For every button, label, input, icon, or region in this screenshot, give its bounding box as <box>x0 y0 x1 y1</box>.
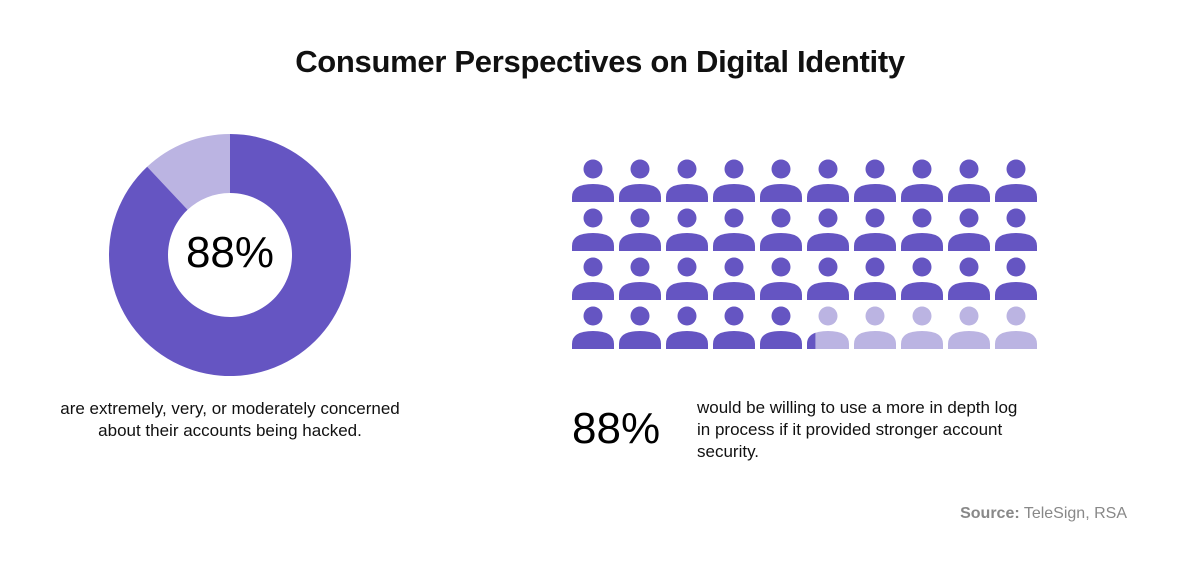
person-icon <box>666 159 708 202</box>
donut-center-label: 88% <box>185 228 275 277</box>
person-icon <box>760 159 802 202</box>
person-icon <box>619 257 661 300</box>
person-icon <box>948 306 990 349</box>
person-icon <box>760 257 802 300</box>
chart-title: Consumer Perspectives on Digital Identit… <box>295 44 905 79</box>
donut-caption: are extremely, very, or moderately conce… <box>60 399 400 440</box>
donut-chart <box>108 134 351 376</box>
person-icon <box>948 208 990 251</box>
person-icon <box>619 159 661 202</box>
person-icon <box>760 306 802 349</box>
person-icon <box>572 306 614 349</box>
person-icon <box>901 208 943 251</box>
person-icon <box>666 208 708 251</box>
person-icon <box>760 208 802 251</box>
person-icon <box>666 306 708 349</box>
pictograph-caption: would be willing to use a more in depth … <box>697 398 1018 461</box>
person-icon <box>854 306 896 349</box>
person-icon <box>572 159 614 202</box>
pictograph-value-label: 88% <box>572 404 661 453</box>
donut-slice-concerned <box>108 134 351 376</box>
source-text: TeleSign, RSA <box>1023 505 1127 522</box>
person-icon <box>948 257 990 300</box>
person-icon <box>901 257 943 300</box>
person-icon <box>901 159 943 202</box>
source-note: Source: TeleSign, RSA <box>960 505 1127 523</box>
person-icon <box>572 257 614 300</box>
source-label: Source: <box>960 505 1020 522</box>
person-icon <box>901 306 943 349</box>
person-icon <box>713 257 755 300</box>
person-icon <box>713 208 755 251</box>
person-icon <box>995 257 1037 300</box>
donut-slice-not-concerned <box>147 134 230 210</box>
person-icon <box>572 208 614 251</box>
person-icon <box>713 306 755 349</box>
person-icon <box>995 306 1037 349</box>
person-icon <box>854 159 896 202</box>
person-icon <box>995 208 1037 251</box>
person-icon <box>807 159 849 202</box>
person-icon <box>713 159 755 202</box>
people-pictograph <box>572 159 1037 349</box>
person-icon <box>948 159 990 202</box>
person-icon <box>619 208 661 251</box>
person-icon <box>619 306 661 349</box>
person-icon <box>807 306 849 349</box>
person-icon <box>854 257 896 300</box>
person-icon <box>666 257 708 300</box>
person-icon <box>854 208 896 251</box>
person-icon <box>807 257 849 300</box>
person-icon <box>995 159 1037 202</box>
person-icon <box>807 208 849 251</box>
